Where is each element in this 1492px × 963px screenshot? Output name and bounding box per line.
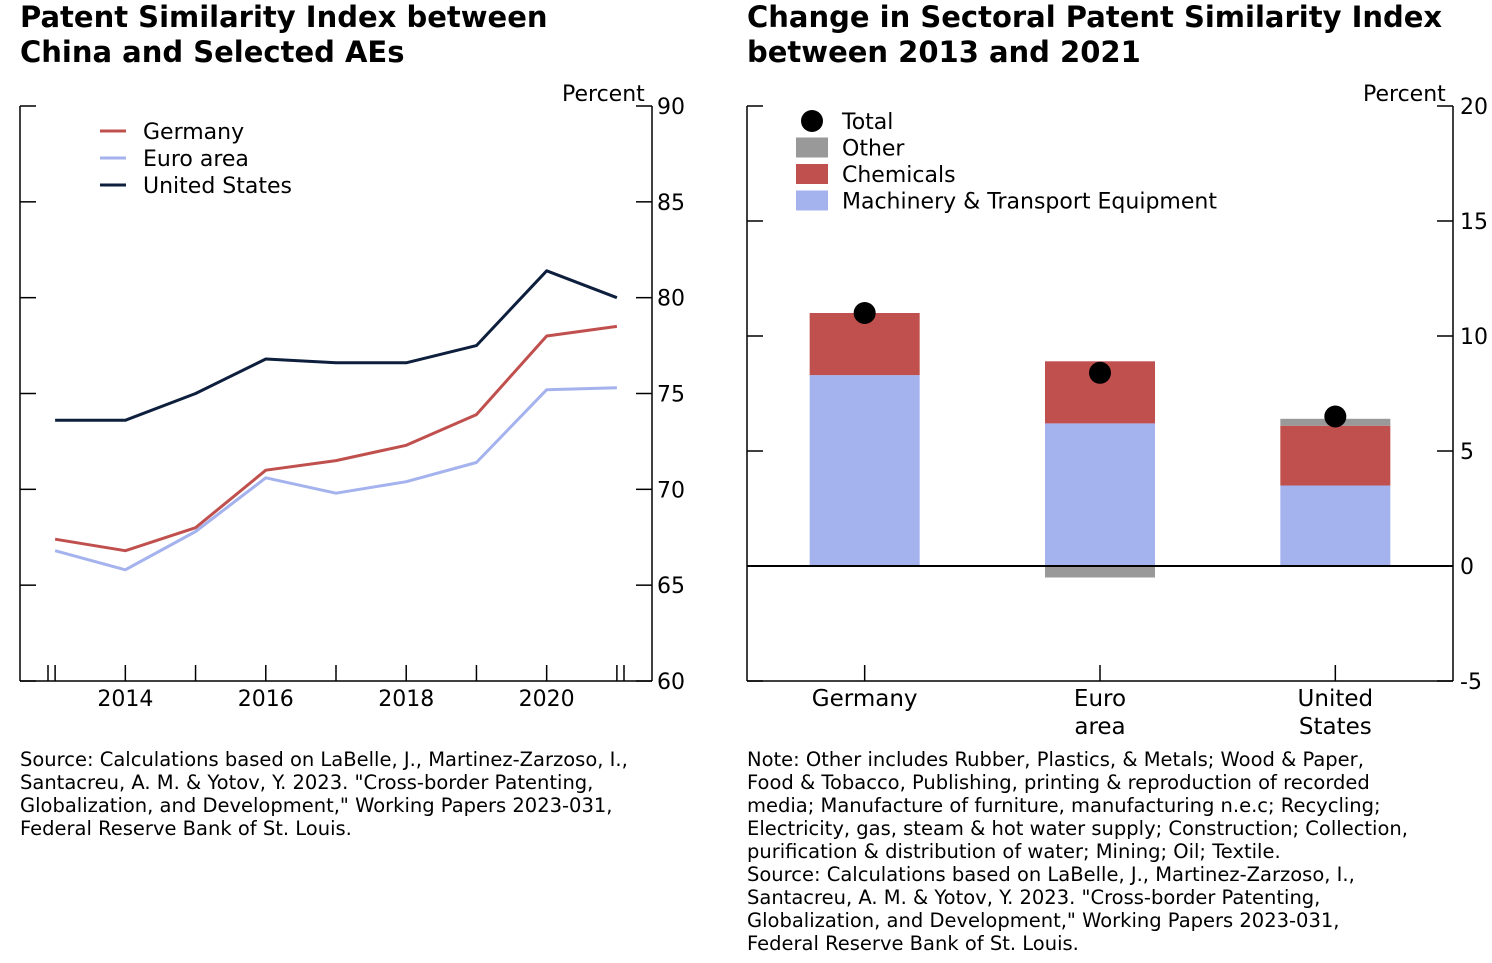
right-x-category-label: Euro xyxy=(1074,686,1126,712)
right-source-note: Note: Other includes Rubber, Plastics, &… xyxy=(747,748,1408,955)
right-x-category-label: area xyxy=(1074,714,1125,740)
left-x-tick-label: 2014 xyxy=(97,687,153,712)
left-source-note: Source: Calculations based on LaBelle, J… xyxy=(20,748,628,840)
right-bar-machinery-transport-equipment xyxy=(809,375,920,566)
right-total-dot xyxy=(1324,405,1347,428)
right-legend-marker xyxy=(801,110,823,132)
left-legend-label: Euro area xyxy=(143,147,249,172)
left-x-tick-label: 2016 xyxy=(238,687,294,712)
right-y-tick-label: 0 xyxy=(1460,555,1474,580)
right-legend-swatch xyxy=(796,164,828,184)
right-x-category-label: Germany xyxy=(812,686,918,712)
left-y-tick-label: 85 xyxy=(657,191,685,216)
right-legend-swatch xyxy=(796,137,828,158)
right-legend-label: Machinery & Transport Equipment xyxy=(842,190,1217,215)
right-chart-title: Change in Sectoral Patent Similarity Ind… xyxy=(747,0,1443,69)
left-y-tick-label: 60 xyxy=(657,670,685,695)
right-y-tick-label: 5 xyxy=(1460,440,1474,465)
right-total-dot xyxy=(853,302,876,324)
left-series-line-germany xyxy=(54,324,618,553)
left-y-tick-label: 90 xyxy=(657,95,685,120)
left-series-line-euro-area xyxy=(54,386,617,572)
right-y-tick-label: 10 xyxy=(1460,325,1488,350)
right-legend-swatch xyxy=(796,190,828,211)
left-legend-label: United States xyxy=(143,174,292,199)
left-y-tick-label: 80 xyxy=(657,287,685,312)
left-chart-title: Patent Similarity Index between China an… xyxy=(20,0,548,69)
right-x-category-label: States xyxy=(1299,714,1372,740)
left-x-tick-label: 2018 xyxy=(378,687,434,712)
right-bar-machinery-transport-equipment xyxy=(1280,485,1391,566)
right-y-tick-label: -5 xyxy=(1460,670,1482,695)
right-legend-label: Other xyxy=(842,137,905,162)
right-x-category-label: United xyxy=(1298,686,1374,712)
right-legend-label: Total xyxy=(841,110,893,135)
right-bar-machinery-transport-equipment xyxy=(1045,423,1155,566)
right-total-dot xyxy=(1089,361,1111,384)
right-bar-chemicals xyxy=(1280,425,1391,486)
left-y-tick-label: 65 xyxy=(657,574,685,599)
right-legend-label: Chemicals xyxy=(842,163,956,188)
left-y-tick-label: 75 xyxy=(657,383,685,408)
left-legend-label: Germany xyxy=(143,120,244,145)
left-series-line-united-states xyxy=(55,269,618,422)
left-y-axis-label: Percent xyxy=(562,82,645,107)
right-y-tick-label: 20 xyxy=(1460,95,1488,120)
left-x-tick-label: 2020 xyxy=(519,687,575,712)
right-bar-other xyxy=(1045,566,1155,578)
left-y-tick-label: 70 xyxy=(657,478,685,503)
right-y-axis-label: Percent xyxy=(1363,82,1446,107)
right-y-tick-label: 15 xyxy=(1460,210,1488,235)
